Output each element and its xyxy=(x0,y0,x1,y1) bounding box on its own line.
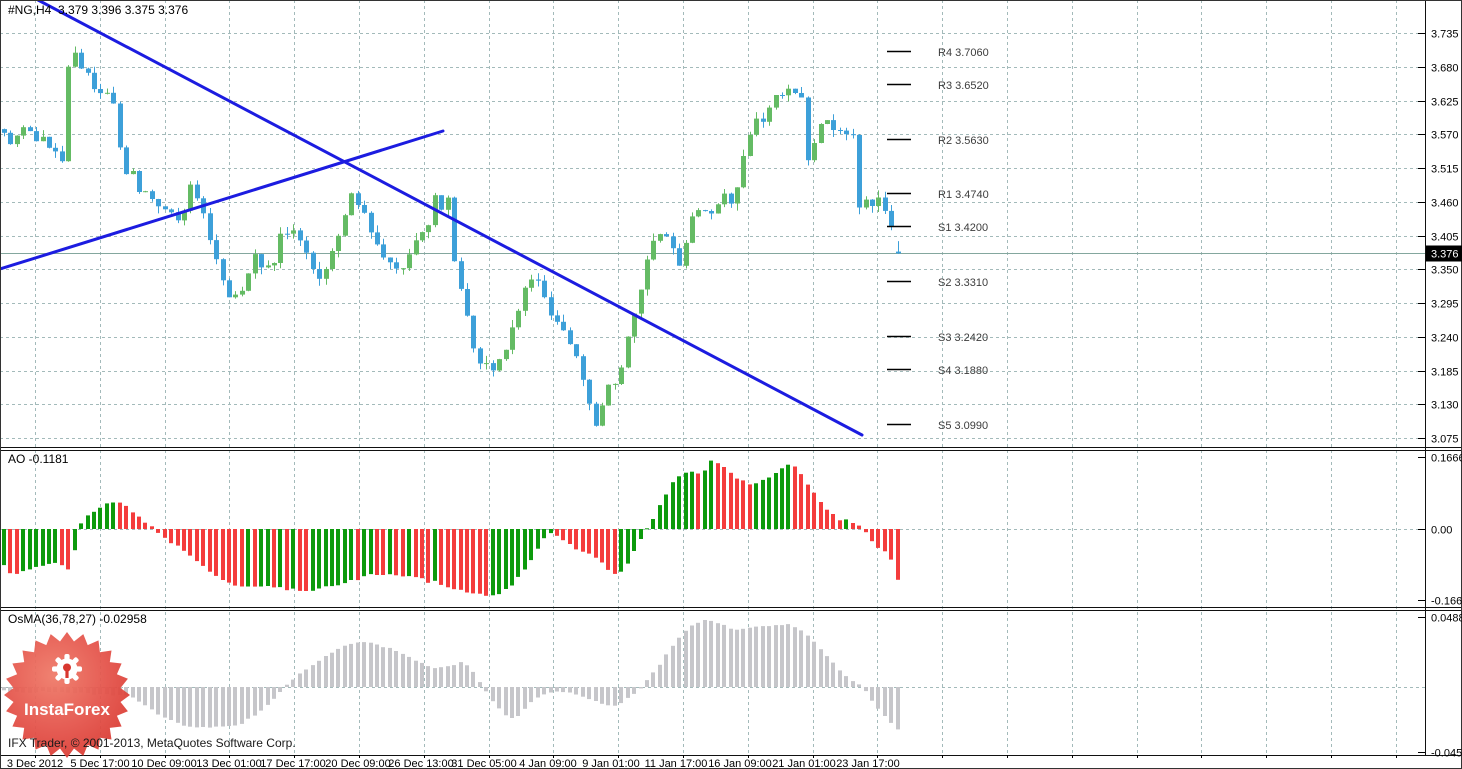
instaforex-logo: InstaForex xyxy=(4,632,130,758)
svg-text:3.376: 3.376 xyxy=(1431,249,1459,261)
svg-text:10 Dec 09:00: 10 Dec 09:00 xyxy=(131,758,196,769)
svg-text:9 Jan 01:00: 9 Jan 01:00 xyxy=(582,758,640,769)
osma-histogram xyxy=(2,620,900,730)
symbol-ohlc-label: #NG,H4 3.379 3.396 3.375 3.376 xyxy=(8,3,189,17)
instaforex-gear-icon xyxy=(52,654,82,684)
svg-text:3.075: 3.075 xyxy=(1431,434,1459,446)
svg-text:R1 3.4740: R1 3.4740 xyxy=(938,189,989,201)
ao-histogram xyxy=(2,460,900,596)
svg-text:4 Jan 09:00: 4 Jan 09:00 xyxy=(519,758,577,769)
starburst-badge-icon xyxy=(4,632,130,758)
svg-text:26 Dec 13:00: 26 Dec 13:00 xyxy=(388,758,453,769)
svg-text:R4 3.7060: R4 3.7060 xyxy=(938,47,989,59)
svg-text:31 Dec 05:00: 31 Dec 05:00 xyxy=(451,758,516,769)
svg-text:3.130: 3.130 xyxy=(1431,400,1459,412)
osma-indicator-label: OsMA(36,78,27) -0.02958 xyxy=(8,612,147,626)
svg-text:3.625: 3.625 xyxy=(1431,97,1459,109)
svg-text:16 Jan 09:00: 16 Jan 09:00 xyxy=(708,758,772,769)
svg-text:23 Jan 17:00: 23 Jan 17:00 xyxy=(836,758,900,769)
svg-text:S4 3.1880: S4 3.1880 xyxy=(938,365,988,377)
svg-text:0.1666: 0.1666 xyxy=(1431,453,1462,465)
svg-text:-0.1662: -0.1662 xyxy=(1431,596,1462,608)
time-axis[interactable]: 3 Dec 2012 5 Dec 17:00 10 Dec 09:00 13 Dec … xyxy=(7,755,1397,769)
current-price-badge: 3.376 xyxy=(1426,245,1462,262)
svg-text:21 Jan 01:00: 21 Jan 01:00 xyxy=(772,758,836,769)
svg-text:-0.04547: -0.04547 xyxy=(1431,748,1462,760)
pivot-levels: R4 3.7060 R3 3.6520 R2 3.5630 R1 3.4740 S1 3… xyxy=(887,47,989,432)
svg-text:3.405: 3.405 xyxy=(1431,232,1459,244)
svg-text:R2 3.5630: R2 3.5630 xyxy=(938,135,989,147)
ao-indicator-label: AO -0.1181 xyxy=(8,452,69,466)
svg-text:3.350: 3.350 xyxy=(1431,265,1459,277)
svg-text:3.460: 3.460 xyxy=(1431,198,1459,210)
svg-text:13 Dec 01:00: 13 Dec 01:00 xyxy=(196,758,261,769)
svg-text:3.515: 3.515 xyxy=(1431,164,1459,176)
svg-text:11 Jan 17:00: 11 Jan 17:00 xyxy=(645,758,708,769)
ascending-trendline[interactable] xyxy=(0,129,445,271)
svg-text:20 Dec 09:00: 20 Dec 09:00 xyxy=(325,758,390,769)
svg-text:3.735: 3.735 xyxy=(1431,29,1459,41)
svg-text:3.295: 3.295 xyxy=(1431,299,1459,311)
svg-text:S2 3.3310: S2 3.3310 xyxy=(938,277,988,289)
svg-text:3.185: 3.185 xyxy=(1431,367,1459,379)
svg-text:0.04887: 0.04887 xyxy=(1431,613,1462,625)
candles-layer[interactable] xyxy=(2,46,901,427)
svg-text:0.00: 0.00 xyxy=(1431,525,1452,537)
descending-trendline[interactable] xyxy=(36,0,864,437)
svg-text:3 Dec 2012: 3 Dec 2012 xyxy=(7,758,63,769)
instaforex-watermark-text: InstaForex xyxy=(24,700,111,719)
svg-text:R3 3.6520: R3 3.6520 xyxy=(938,80,989,92)
svg-text:3.240: 3.240 xyxy=(1431,333,1459,345)
copyright-text: IFX Trader, © 2001-2013, MetaQuotes Soft… xyxy=(8,736,296,750)
price-axis[interactable]: 3.735 3.680 3.625 3.570 3.515 3.460 3.405 3.350… xyxy=(1418,29,1462,760)
svg-text:3.570: 3.570 xyxy=(1431,130,1459,142)
svg-text:S3 3.2420: S3 3.2420 xyxy=(938,332,988,344)
svg-text:3.680: 3.680 xyxy=(1431,63,1459,75)
svg-text:5 Dec 17:00: 5 Dec 17:00 xyxy=(70,758,129,769)
svg-text:S1 3.4200: S1 3.4200 xyxy=(938,222,988,234)
svg-text:17 Dec 17:00: 17 Dec 17:00 xyxy=(260,758,325,769)
svg-text:S5 3.0990: S5 3.0990 xyxy=(938,420,988,432)
